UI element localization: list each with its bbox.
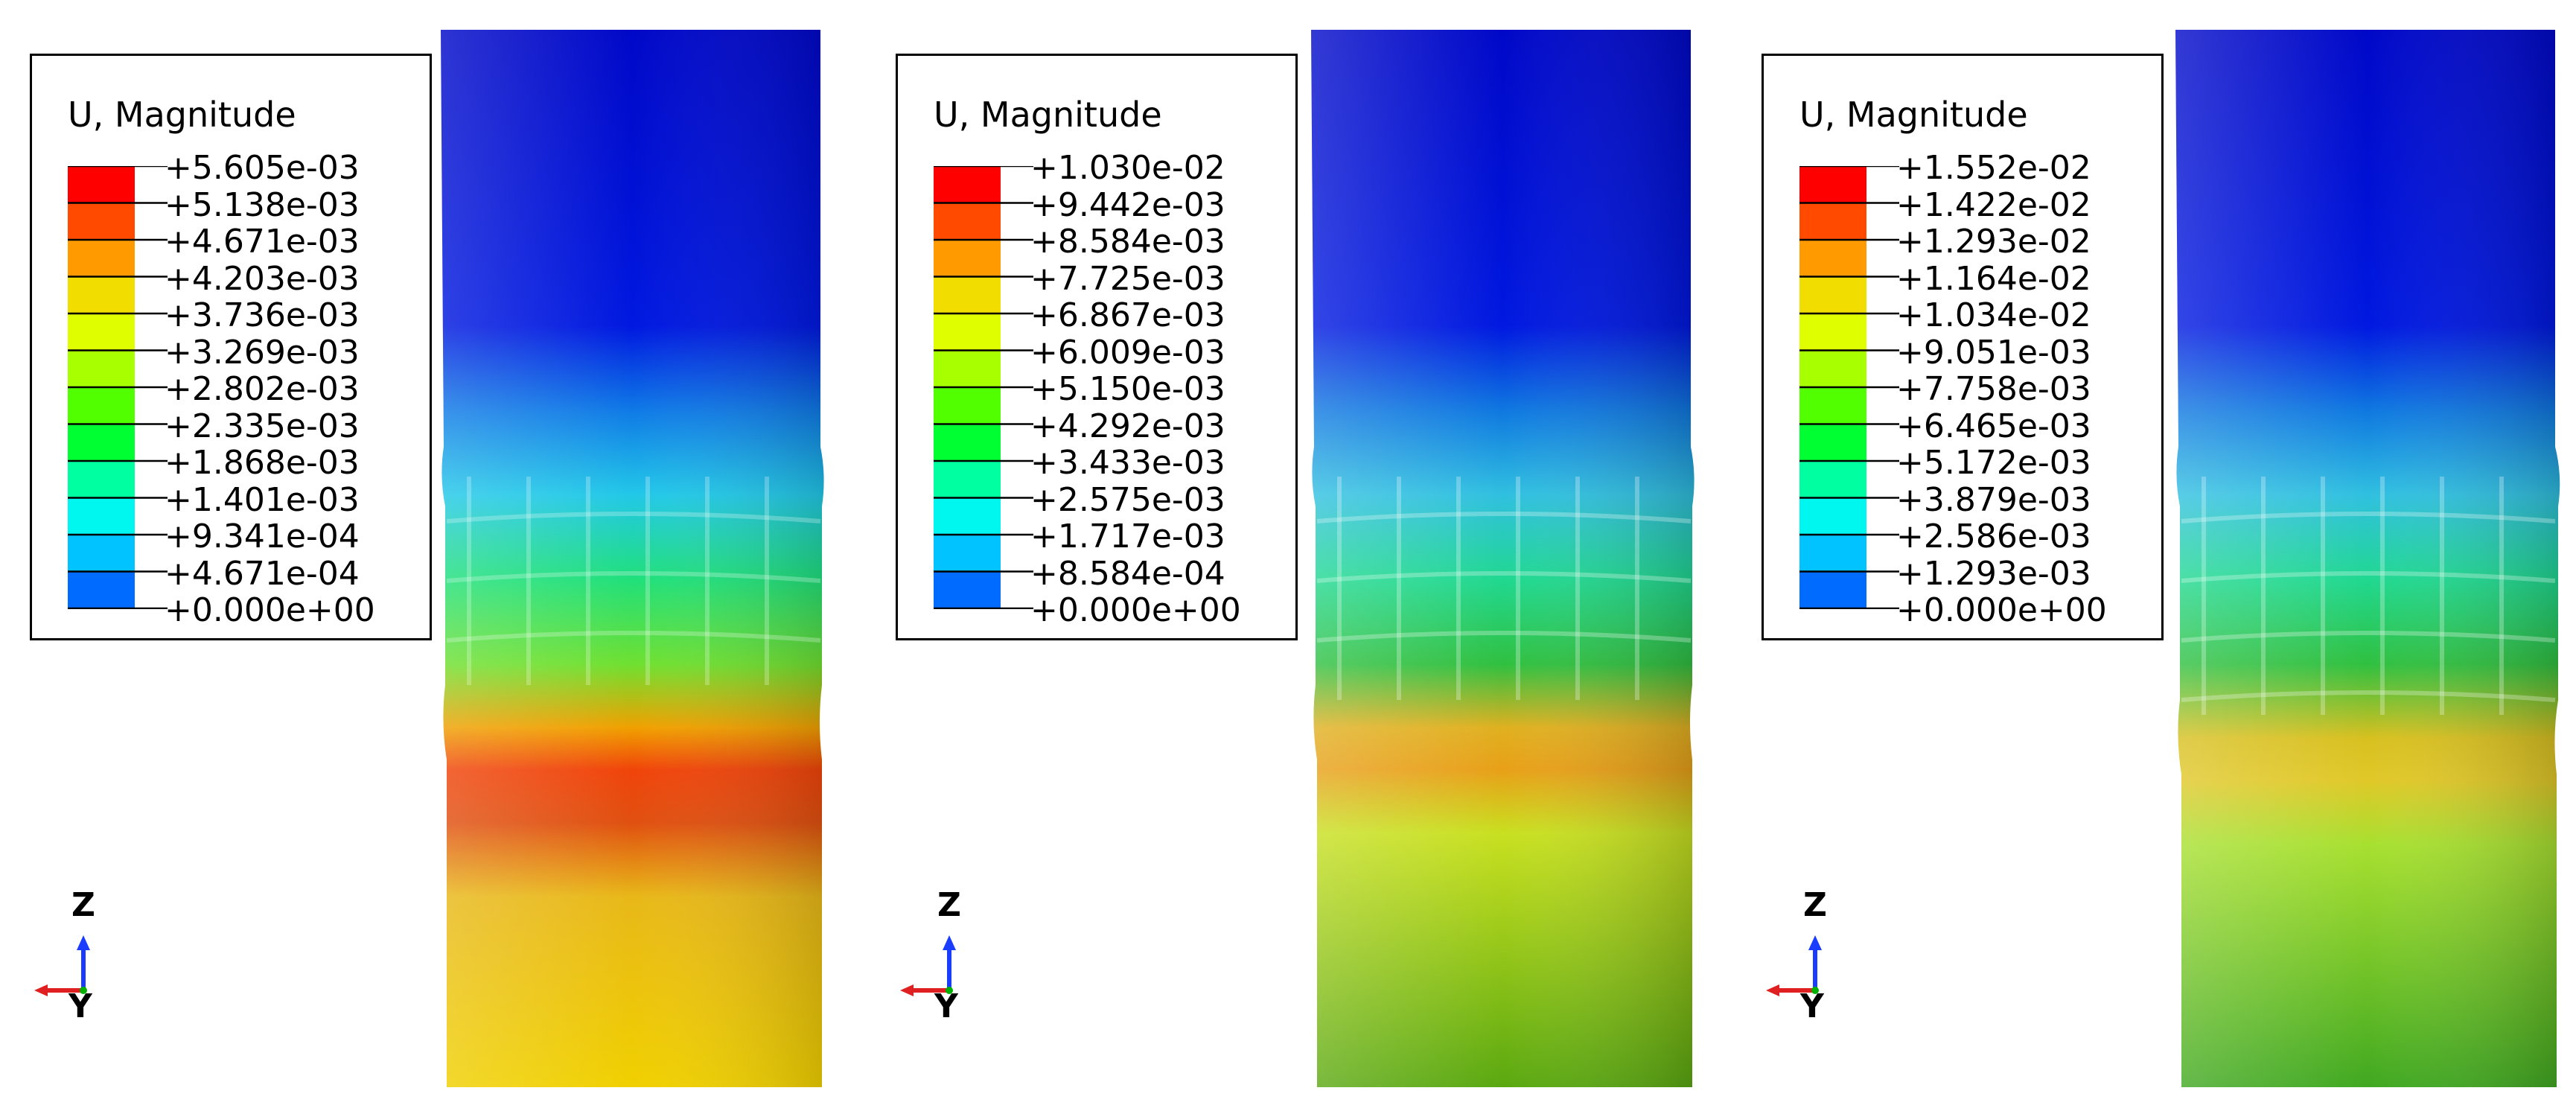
z-axis-label: Z [71, 886, 95, 924]
tick-label: +4.671e-04 [165, 554, 360, 593]
color-scale-band [1799, 387, 1866, 424]
tick-label: +5.150e-03 [1030, 370, 1225, 408]
axis-triad: Z Y [896, 886, 992, 1028]
legend-title: U, Magnitude [1799, 95, 2028, 135]
axis-triad: Z Y [30, 886, 127, 1028]
tick-label: +9.051e-03 [1896, 333, 2091, 372]
tick-label: +1.717e-03 [1030, 518, 1225, 556]
tick-label: +0.000e+00 [165, 591, 375, 629]
color-scale-band [934, 571, 1001, 609]
tick-label: +1.034e-02 [1896, 296, 2091, 334]
tick-label: +1.868e-03 [165, 444, 360, 482]
tick-label: +1.293e-02 [1896, 223, 2091, 261]
color-scale-band [68, 203, 135, 241]
tick-label: +6.465e-03 [1896, 407, 2091, 445]
legend-box: U, Magnitude +5.605e-03 +5.138e-03 +4.67… [30, 54, 432, 640]
tick-label: +4.292e-03 [1030, 407, 1225, 445]
color-scale-bar [1799, 166, 1899, 609]
tick-label: +2.335e-03 [165, 407, 360, 445]
y-axis-label: Y [68, 987, 92, 1025]
color-scale-band [68, 571, 135, 609]
tick-label: +7.725e-03 [1030, 259, 1225, 298]
z-axis-label: Z [937, 886, 961, 924]
tick-label: +4.203e-03 [165, 259, 360, 298]
color-scale-band [1799, 276, 1866, 314]
color-scale-band [1799, 535, 1866, 572]
tick-label: +0.000e+00 [1896, 591, 2107, 629]
color-scale-band [934, 535, 1001, 572]
color-scale-band [68, 313, 135, 351]
color-scale-band [68, 276, 135, 314]
color-scale-band [1799, 240, 1866, 277]
tick-label: +7.758e-03 [1896, 370, 2091, 408]
tick-label: +1.422e-02 [1896, 185, 2091, 224]
color-scale-band [1799, 350, 1866, 388]
tick-label: +1.030e-02 [1030, 149, 1225, 187]
tick-label: +0.000e+00 [1030, 591, 1241, 629]
color-scale-band [1799, 497, 1866, 535]
tick-label: +2.575e-03 [1030, 480, 1225, 519]
tick-label: +1.552e-02 [1896, 149, 2091, 187]
tick-label: +8.584e-04 [1030, 554, 1225, 593]
color-scale-band [68, 387, 135, 424]
tick-label: +3.269e-03 [165, 333, 360, 372]
legend-title: U, Magnitude [68, 95, 296, 135]
deformed-column-contour [439, 30, 826, 1087]
tick-label: +5.138e-03 [165, 185, 360, 224]
tick-label: +6.867e-03 [1030, 296, 1225, 334]
contour-panel-1: U, Magnitude +5.605e-03 +5.138e-03 +4.67… [0, 0, 858, 1114]
color-scale-band [68, 535, 135, 572]
color-scale-band [934, 424, 1001, 462]
tick-label: +4.671e-03 [165, 223, 360, 261]
color-scale-band [1799, 571, 1866, 609]
color-scale-band [1799, 424, 1866, 462]
color-scale-band [68, 350, 135, 388]
color-scale-band [934, 497, 1001, 535]
color-scale-bar [934, 166, 1033, 609]
tick-label: +5.172e-03 [1896, 444, 2091, 482]
color-scale-band [934, 203, 1001, 241]
deformed-column-contour [1310, 30, 1697, 1087]
legend-title: U, Magnitude [934, 95, 1162, 135]
color-scale-band [934, 166, 1001, 203]
color-scale-band [934, 350, 1001, 388]
tick-label: +8.584e-03 [1030, 223, 1225, 261]
tick-label: +9.341e-04 [165, 518, 360, 556]
color-scale-band [68, 424, 135, 462]
tick-label: +5.605e-03 [165, 149, 360, 187]
color-scale-band [1799, 166, 1866, 203]
color-scale-band [934, 387, 1001, 424]
color-scale-band [1799, 461, 1866, 498]
legend-box: U, Magnitude +1.552e-02 +1.422e-02 +1.29… [1762, 54, 2164, 640]
contour-panel-2: U, Magnitude +1.030e-02 +9.442e-03 +8.58… [866, 0, 1724, 1114]
color-scale-band [68, 240, 135, 277]
color-scale-band [1799, 313, 1866, 351]
color-scale-band [1799, 203, 1866, 241]
color-scale-band [934, 240, 1001, 277]
tick-label: +1.293e-03 [1896, 554, 2091, 593]
z-axis-label: Z [1803, 886, 1827, 924]
color-scale-bar [68, 166, 168, 609]
tick-label: +3.736e-03 [165, 296, 360, 334]
color-scale-band [934, 313, 1001, 351]
legend-box: U, Magnitude +1.030e-02 +9.442e-03 +8.58… [896, 54, 1298, 640]
tick-label: +2.802e-03 [165, 370, 360, 408]
y-axis-label: Y [934, 987, 958, 1025]
color-scale-band [68, 166, 135, 203]
color-scale-band [934, 461, 1001, 498]
axis-triad: Z Y [1762, 886, 1858, 1028]
tick-label: +6.009e-03 [1030, 333, 1225, 372]
tick-label: +3.433e-03 [1030, 444, 1225, 482]
tick-label: +2.586e-03 [1896, 518, 2091, 556]
tick-label: +3.879e-03 [1896, 480, 2091, 519]
contour-panel-3: U, Magnitude +1.552e-02 +1.422e-02 +1.29… [1732, 0, 2576, 1114]
deformed-column-contour [2174, 30, 2561, 1087]
tick-label: +9.442e-03 [1030, 185, 1225, 224]
color-scale-band [68, 461, 135, 498]
tick-label: +1.164e-02 [1896, 259, 2091, 298]
color-scale-band [68, 497, 135, 535]
color-scale-band [934, 276, 1001, 314]
tick-label: +1.401e-03 [165, 480, 360, 519]
y-axis-label: Y [1800, 987, 1824, 1025]
